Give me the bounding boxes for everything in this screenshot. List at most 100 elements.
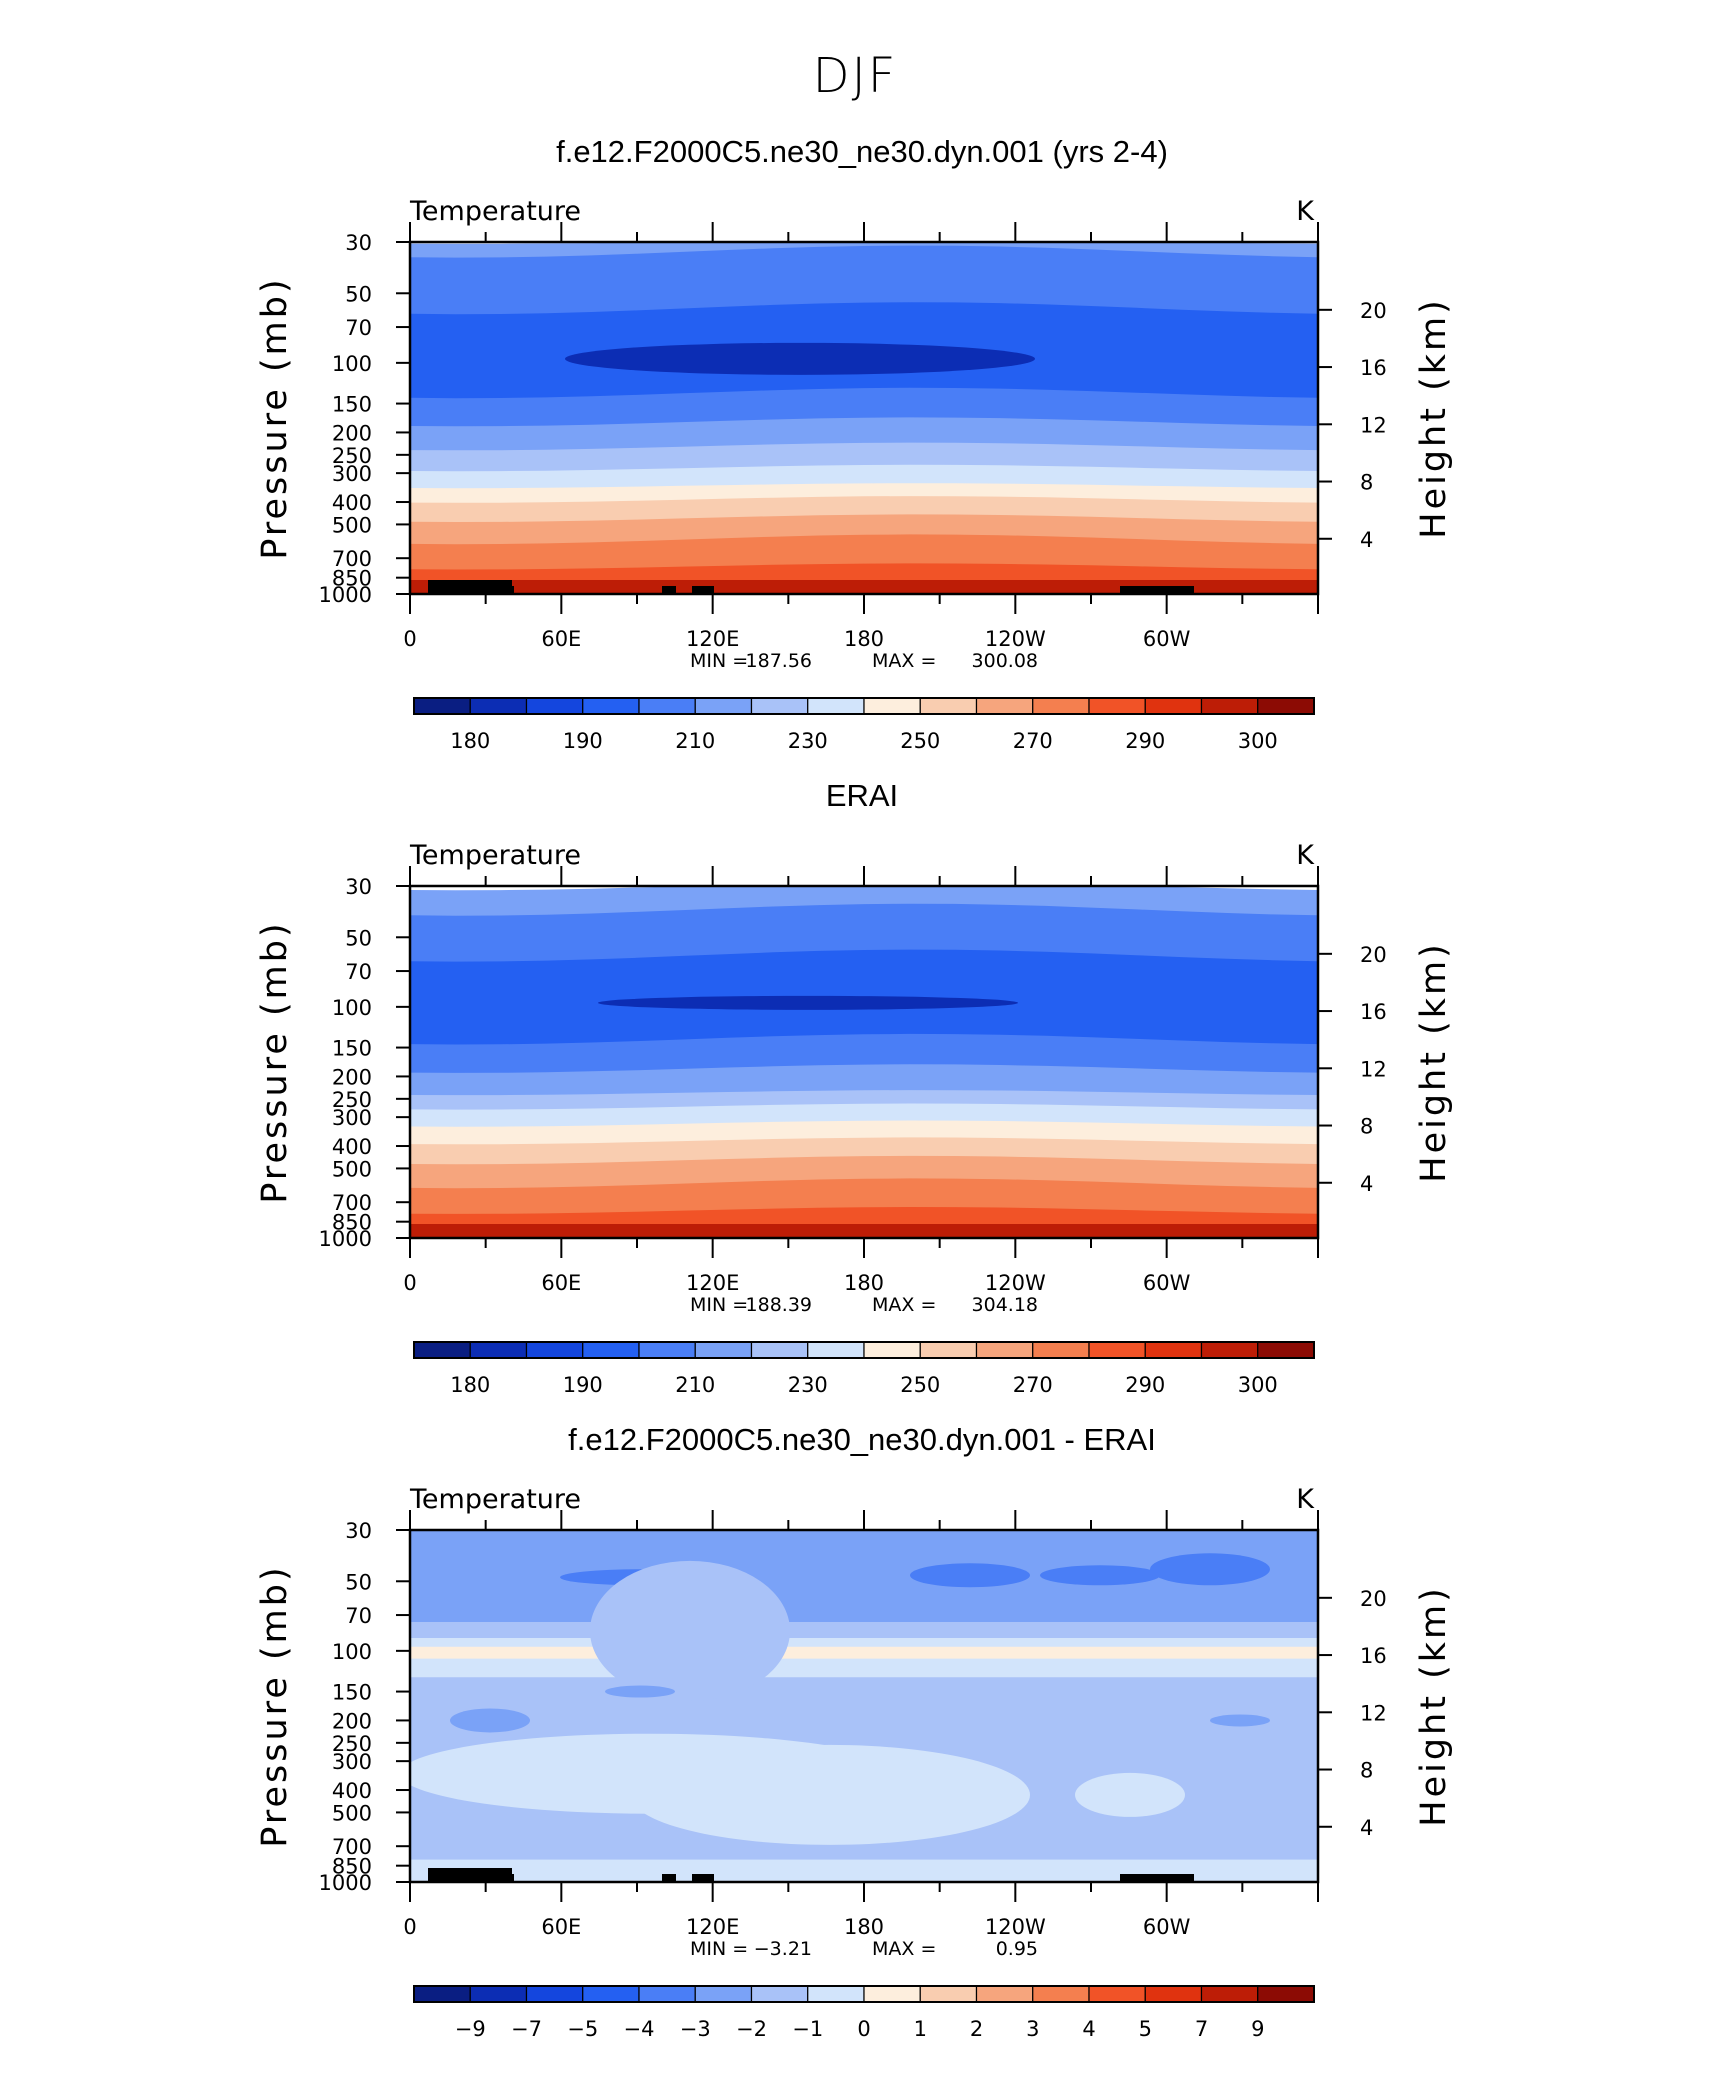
y-tick-label: 70	[345, 1604, 372, 1628]
x-tick-label: 60W	[1143, 627, 1191, 651]
colorbar-swatch	[582, 697, 640, 715]
colorbar-swatch	[1144, 1985, 1203, 2003]
colorbar-swatch	[975, 697, 1034, 715]
x-tick-label: 180	[844, 1271, 884, 1295]
colorbar-swatch	[975, 1341, 1034, 1359]
colorbar-swatch	[919, 697, 978, 715]
colorbar-label: 270	[1013, 1373, 1053, 1397]
anomaly-contour	[410, 1859, 1318, 1882]
colorbar-label: −5	[567, 2017, 598, 2041]
colorbar-swatch	[582, 1985, 640, 2003]
colorbar-label: −9	[455, 2017, 486, 2041]
anomaly-contour	[590, 1560, 790, 1701]
colorbar-swatch	[469, 697, 528, 715]
x-tick-label: 120E	[686, 1271, 739, 1295]
y-tick-label: 700	[332, 1835, 372, 1859]
y-tick-label-right: 4	[1360, 1816, 1373, 1840]
y-tick-label-right: 8	[1360, 1759, 1373, 1783]
y-axis-title: Pressure (mb)	[255, 920, 295, 1203]
y-tick-label: 100	[332, 1640, 372, 1664]
y-tick-label: 50	[345, 926, 372, 950]
panel-title: f.e12.F2000C5.ne30_ne30.dyn.001 - ERAI	[568, 1422, 1156, 1457]
anomaly-contour	[910, 1563, 1030, 1588]
colorbar-swatch	[638, 697, 696, 715]
y-tick-label: 70	[345, 960, 372, 984]
colorbar-label: −3	[680, 2017, 711, 2041]
variable-label: Temperature	[409, 1484, 581, 1515]
colorbar-swatch	[1144, 697, 1203, 715]
y-tick-label: 1000	[319, 1227, 372, 1251]
y-tick-label: 250	[332, 1088, 372, 1112]
colorbar-swatch	[975, 1985, 1034, 2003]
y-axis-title-right: Height (km)	[1414, 297, 1454, 539]
colorbar-swatch	[919, 1985, 978, 2003]
contour-field	[410, 1530, 1318, 1882]
y-tick-label: 250	[332, 1732, 372, 1756]
colorbar-label: 9	[1251, 2017, 1264, 2041]
y-tick-label-right: 4	[1360, 1172, 1373, 1196]
colorbar-label: 290	[1125, 729, 1165, 753]
colorbar-swatch	[469, 1985, 528, 2003]
colorbar-swatch	[694, 1341, 753, 1359]
min-label: MIN =	[690, 1938, 748, 1960]
min-value: 187.56	[746, 650, 812, 672]
contour-field	[410, 242, 1318, 594]
colorbar-swatch	[1032, 697, 1090, 715]
x-tick-label: 60E	[541, 627, 581, 651]
colorbar-label: 180	[450, 1373, 490, 1397]
colorbar-label: −1	[792, 2017, 823, 2041]
x-tick-label: 60E	[541, 1915, 581, 1939]
colorbar-label: 270	[1013, 729, 1053, 753]
colorbar-label: 0	[857, 2017, 870, 2041]
main-title: DJF	[813, 48, 898, 104]
x-tick-label: 180	[844, 627, 884, 651]
units-label: K	[1296, 196, 1315, 227]
y-tick-label: 70	[345, 316, 372, 340]
chart-panel-3: f.e12.F2000C5.ne30_ne30.dyn.001 - ERAI Te…	[255, 1422, 1454, 2041]
contour-field	[410, 886, 1318, 1238]
y-tick-label: 400	[332, 1779, 372, 1803]
y-axis-title-right: Height (km)	[1414, 1585, 1454, 1827]
y-tick-label: 50	[345, 1570, 372, 1594]
y-tick-label-right: 12	[1360, 1701, 1387, 1725]
surface-band	[410, 1224, 1318, 1238]
y-tick-label-right: 8	[1360, 1115, 1373, 1139]
colorbar-label: 250	[900, 729, 940, 753]
x-tick-label: 180	[844, 1915, 884, 1939]
colorbar-label: 210	[675, 729, 715, 753]
colorbar-swatch	[1144, 1341, 1203, 1359]
colorbar-frame	[413, 1985, 1315, 2003]
colorbar-swatch	[413, 697, 471, 715]
colorbar-label: 250	[900, 1373, 940, 1397]
y-tick-label: 850	[332, 1211, 372, 1235]
anomaly-contour	[450, 1708, 530, 1733]
max-label: MAX =	[872, 1294, 936, 1316]
x-tick-label: 120W	[985, 627, 1046, 651]
units-label: K	[1296, 1484, 1315, 1515]
colorbar-swatch	[413, 1341, 471, 1359]
x-tick-label: 60W	[1143, 1915, 1191, 1939]
colorbar-swatch	[525, 1985, 584, 2003]
colorbar-swatch	[694, 697, 753, 715]
y-tick-label: 300	[332, 1106, 372, 1130]
colorbar-swatch	[750, 1341, 809, 1359]
surface-band	[410, 580, 1318, 594]
y-tick-label: 50	[345, 282, 372, 306]
x-tick-label: 120W	[985, 1271, 1046, 1295]
topography-mask	[484, 1874, 514, 1882]
colorbar-label: 230	[788, 729, 828, 753]
colorbar-label: 290	[1125, 1373, 1165, 1397]
colorbar-swatch	[750, 1985, 809, 2003]
y-tick-label: 850	[332, 1855, 372, 1879]
colorbar-frame	[413, 1341, 1315, 1359]
anomaly-contour	[1075, 1772, 1185, 1817]
y-axis-title: Pressure (mb)	[255, 276, 295, 559]
units-label: K	[1296, 840, 1315, 871]
colorbar-swatch	[919, 1341, 978, 1359]
y-axis-title: Pressure (mb)	[255, 1564, 295, 1847]
colorbar-swatch	[1200, 1985, 1259, 2003]
y-tick-label: 700	[332, 547, 372, 571]
y-tick-label: 500	[332, 1157, 372, 1181]
colorbar-label: −4	[624, 2017, 655, 2041]
max-label: MAX =	[872, 1938, 936, 1960]
